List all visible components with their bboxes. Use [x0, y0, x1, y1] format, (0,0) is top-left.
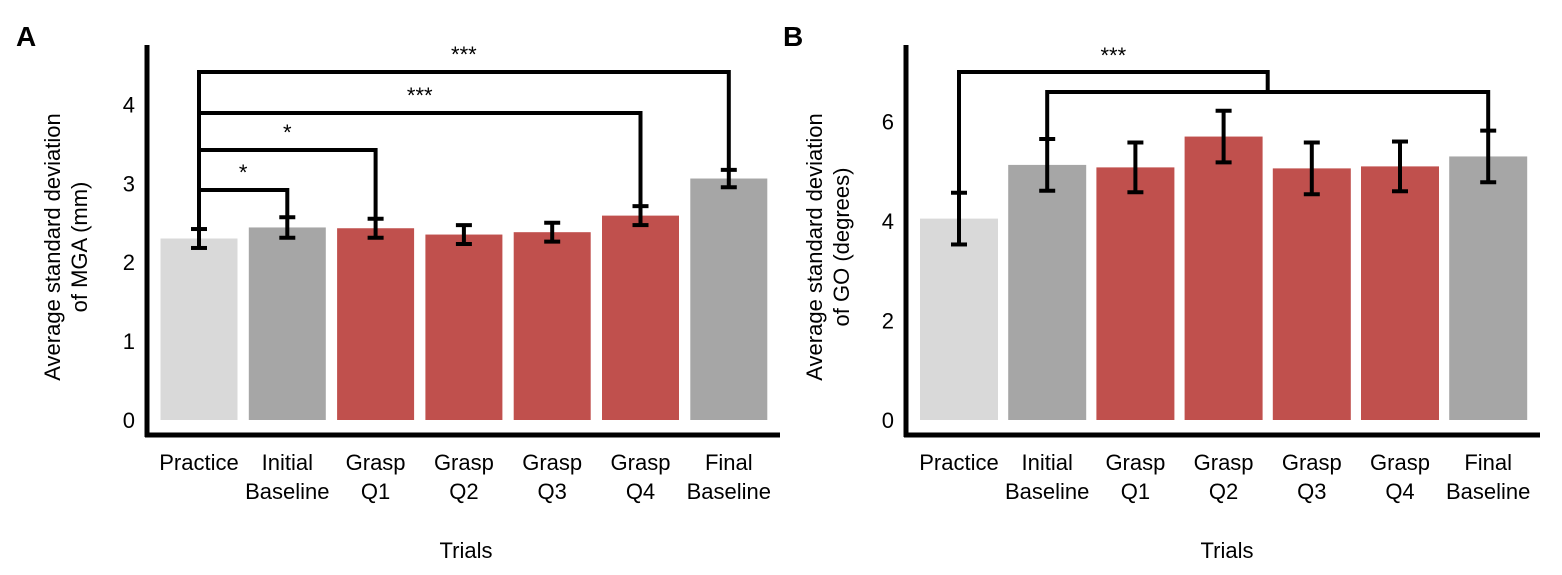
- panel-b-errorbar-3: [1215, 108, 1232, 165]
- panel-a-ytick-1: 1: [123, 329, 135, 354]
- panel-b-plot: 0 2 4 6 Practice Initial Baseline Grasp Q1 Grasp Q…: [882, 43, 1540, 504]
- panel-a-ylabel-line2: of MGA (mm): [67, 182, 92, 313]
- panel-a-significance-0: *: [197, 160, 290, 230]
- panel-a-bar-5: [602, 215, 679, 420]
- panel-a-ylabel: Average standard deviation of MGA (mm): [40, 113, 92, 380]
- panel-a: A Average standard deviation of MGA (mm)…: [16, 21, 780, 563]
- panel-b-ytick-1: 2: [882, 309, 894, 334]
- panel-b-category-4: Grasp Q3: [1282, 450, 1342, 504]
- panel-b-significance-0: ***: [957, 43, 1491, 193]
- panel-b-errorbar-4: [1303, 140, 1320, 197]
- panel-a-plot: 0 1 2 3 4 Practice Initial Baseline Grasp Q1 Grasp…: [123, 42, 780, 504]
- panel-a-xlabel: Trials: [440, 538, 493, 563]
- panel-b-bar-1: [1008, 164, 1087, 420]
- panel-b-category-5: Grasp Q4: [1370, 450, 1430, 504]
- panel-b-ylabel: Average standard deviation of GO (degree…: [802, 113, 854, 380]
- panel-a-bar-4: [513, 232, 591, 420]
- panel-b-bar-3: [1184, 136, 1263, 420]
- panel-a-category-1: Initial Baseline: [245, 450, 329, 504]
- panel-b-category-3: Grasp Q2: [1194, 450, 1254, 504]
- panel-a-ylabel-line1: Average standard deviation: [40, 113, 65, 380]
- panel-a-category-6: Final Baseline: [687, 450, 771, 504]
- panel-b-bar-6: [1449, 156, 1528, 420]
- panel-b-category-0: Practice: [919, 450, 998, 475]
- panel-b-ytick-3: 6: [882, 110, 894, 135]
- panel-b-errorbar-5: [1392, 139, 1408, 194]
- svg-text:***: ***: [407, 83, 433, 108]
- panel-b-category-2: Grasp Q1: [1105, 450, 1165, 504]
- panel-b-ytick-2: 4: [882, 209, 894, 234]
- svg-text:***: ***: [1101, 43, 1127, 68]
- panel-a-bar-1: [248, 227, 326, 420]
- panel-b-bar-0: [920, 218, 998, 420]
- panel-a-ytick-0: 0: [123, 408, 135, 433]
- panel-a-category-0: Practice: [159, 450, 238, 475]
- svg-text:*: *: [239, 160, 248, 185]
- panel-a-category-3: Grasp Q2: [434, 450, 494, 504]
- panel-b-ytick-0: 0: [882, 408, 894, 433]
- panel-a-ytick-3: 3: [123, 171, 135, 196]
- panel-a-bar-3: [425, 234, 503, 420]
- panel-b-ylabel-line2: of GO (degrees): [829, 168, 854, 327]
- panel-a-category-4: Grasp Q3: [522, 450, 582, 504]
- panel-a-significance-2: ***: [197, 83, 643, 230]
- svg-text:***: ***: [451, 42, 477, 67]
- panel-a-ytick-2: 2: [123, 250, 135, 275]
- panel-b-errorbar-2: [1127, 140, 1144, 195]
- panel-a-significance-3: ***: [197, 42, 731, 230]
- panel-a-letter: A: [16, 21, 36, 52]
- panel-a-category-2: Grasp Q1: [346, 450, 406, 504]
- panel-b-ylabel-line1: Average standard deviation: [802, 113, 827, 380]
- panel-a-ytick-4: 4: [123, 92, 135, 117]
- panel-a-bar-2: [337, 228, 415, 420]
- panel-a-errorbar-4: [544, 220, 561, 244]
- panel-b-letter: B: [783, 21, 803, 52]
- panel-b-category-1: Initial Baseline: [1005, 450, 1089, 504]
- panel-b-bar-4: [1272, 168, 1351, 420]
- panel-b-bar-2: [1096, 167, 1175, 420]
- panel-b-category-6: Final Baseline: [1446, 450, 1530, 504]
- svg-text:*: *: [283, 120, 292, 145]
- panel-a-category-5: Grasp Q4: [611, 450, 671, 504]
- panel-a-bar-6: [690, 178, 768, 420]
- panel-b-bar-5: [1361, 166, 1439, 420]
- panel-b: B Average standard deviation of GO (degr…: [783, 21, 1540, 563]
- panel-b-xlabel: Trials: [1201, 538, 1254, 563]
- panel-a-errorbar-3: [455, 223, 472, 247]
- panel-a-bar-0: [160, 238, 238, 420]
